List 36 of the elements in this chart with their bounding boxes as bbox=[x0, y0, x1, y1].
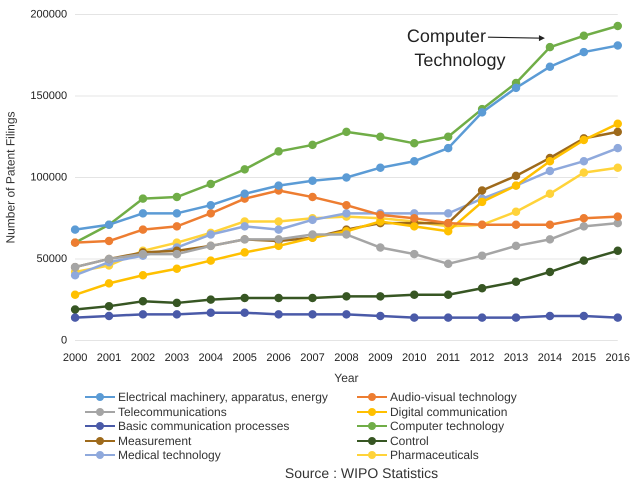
x-tick-label: 2016 bbox=[606, 352, 630, 364]
legend-label: Electrical machinery, apparatus, energy bbox=[118, 390, 328, 404]
x-axis-title: Year bbox=[334, 371, 359, 386]
x-tick-label: 2003 bbox=[164, 352, 190, 364]
x-tick-label: 2002 bbox=[130, 352, 156, 364]
x-tick-label: 2000 bbox=[62, 352, 88, 364]
y-tick-label: 200000 bbox=[30, 8, 68, 21]
legend-label: Computer technology bbox=[390, 419, 504, 434]
y-tick-label: 100000 bbox=[30, 172, 68, 184]
x-tick-label: 2005 bbox=[232, 352, 257, 364]
legend-label: Telecommunications bbox=[118, 404, 227, 419]
legend-label: Basic communication processes bbox=[118, 419, 290, 434]
source-note: Source : WIPO Statistics bbox=[284, 464, 440, 480]
x-tick-label: 2007 bbox=[300, 352, 325, 364]
y-tick-label: 50000 bbox=[36, 252, 68, 265]
x-tick-label: 2004 bbox=[198, 352, 224, 364]
x-tick-label: 2013 bbox=[504, 352, 528, 364]
x-tick-label: 2011 bbox=[436, 352, 460, 364]
legend-label: Digital communication bbox=[390, 404, 508, 419]
legend-label: Pharmaceuticals bbox=[390, 448, 479, 462]
legend-label: Control bbox=[390, 434, 429, 448]
annotation: Computer Technology bbox=[406, 26, 506, 70]
legend-label: Audio-visual technology bbox=[390, 390, 517, 404]
x-tick-label: 2001 bbox=[96, 352, 122, 364]
x-tick-label: 2008 bbox=[334, 352, 359, 364]
x-tick-label: 2015 bbox=[572, 352, 596, 364]
x-tick-label: 2010 bbox=[402, 352, 427, 364]
x-tick-label: 2006 bbox=[266, 352, 291, 364]
y-axis-title: Number of Patent Filings bbox=[4, 111, 18, 244]
legend-label: Medical technology bbox=[118, 448, 221, 462]
legend-label: Measurement bbox=[118, 434, 192, 448]
x-tick-label: 2012 bbox=[470, 352, 494, 364]
x-tick-label: 2009 bbox=[368, 352, 393, 364]
y-tick-label: 150000 bbox=[30, 90, 68, 102]
x-tick-label: 2014 bbox=[538, 352, 562, 364]
y-tick-label: 0 bbox=[60, 334, 68, 346]
